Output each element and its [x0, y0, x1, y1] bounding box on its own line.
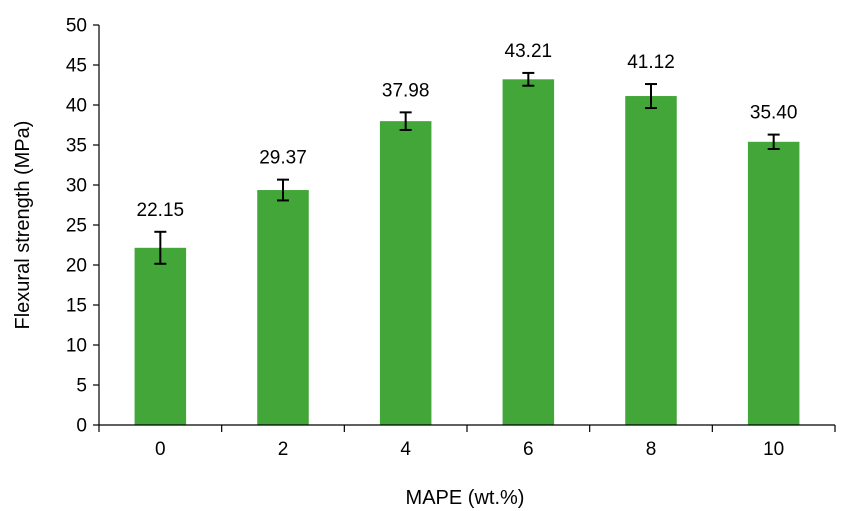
y-tick-label: 15 [66, 296, 87, 317]
data-label: 43.21 [505, 41, 553, 62]
data-label: 29.37 [259, 148, 307, 169]
x-tick-label: 10 [763, 439, 784, 460]
error-bar [767, 133, 780, 150]
bars [134, 79, 800, 426]
error-bars [154, 71, 780, 265]
bar [257, 190, 309, 425]
y-tick-label: 50 [66, 16, 87, 37]
data-label: 41.12 [627, 52, 675, 73]
x-axis-ticks: 0 2 4 6 8 10 [98, 425, 836, 460]
bar [625, 96, 677, 425]
x-tick-label: 6 [523, 439, 534, 460]
bar [379, 121, 432, 425]
x-tick-label: 4 [400, 439, 411, 460]
bar [134, 247, 187, 425]
error-bar [154, 230, 167, 265]
y-tick-label: 30 [66, 176, 87, 197]
y-tick-label: 35 [66, 136, 87, 157]
error-bar [645, 83, 657, 110]
y-tick-label: 5 [76, 376, 87, 397]
y-tick-label: 0 [76, 416, 87, 437]
error-bar [277, 178, 289, 202]
data-label: 37.98 [382, 80, 430, 101]
x-axis-title: MAPE (wt.%) [406, 487, 525, 509]
error-bar [399, 111, 412, 131]
y-tick-label: 40 [66, 96, 87, 117]
data-labels: 22.15 29.37 37.98 43.21 41.12 35.40 [137, 41, 798, 221]
y-tick-label: 45 [66, 56, 87, 77]
y-axis-ticks: 0 5 10 15 20 25 30 35 40 45 50 [66, 16, 99, 437]
y-axis-title: Flexural strength (MPa) [12, 121, 34, 330]
x-tick-label: 2 [278, 439, 289, 460]
x-tick-label: 0 [155, 439, 166, 460]
y-tick-label: 25 [66, 216, 87, 237]
y-tick-label: 10 [66, 336, 87, 357]
bar [502, 79, 555, 425]
bar [747, 141, 800, 426]
data-label: 35.40 [750, 103, 798, 124]
y-tick-label: 20 [66, 256, 87, 277]
error-bar [522, 71, 535, 87]
data-label: 22.15 [137, 200, 185, 221]
x-tick-label: 8 [646, 439, 657, 460]
